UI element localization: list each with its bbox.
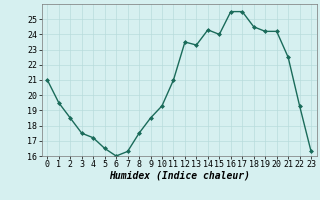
X-axis label: Humidex (Indice chaleur): Humidex (Indice chaleur) xyxy=(109,171,250,181)
